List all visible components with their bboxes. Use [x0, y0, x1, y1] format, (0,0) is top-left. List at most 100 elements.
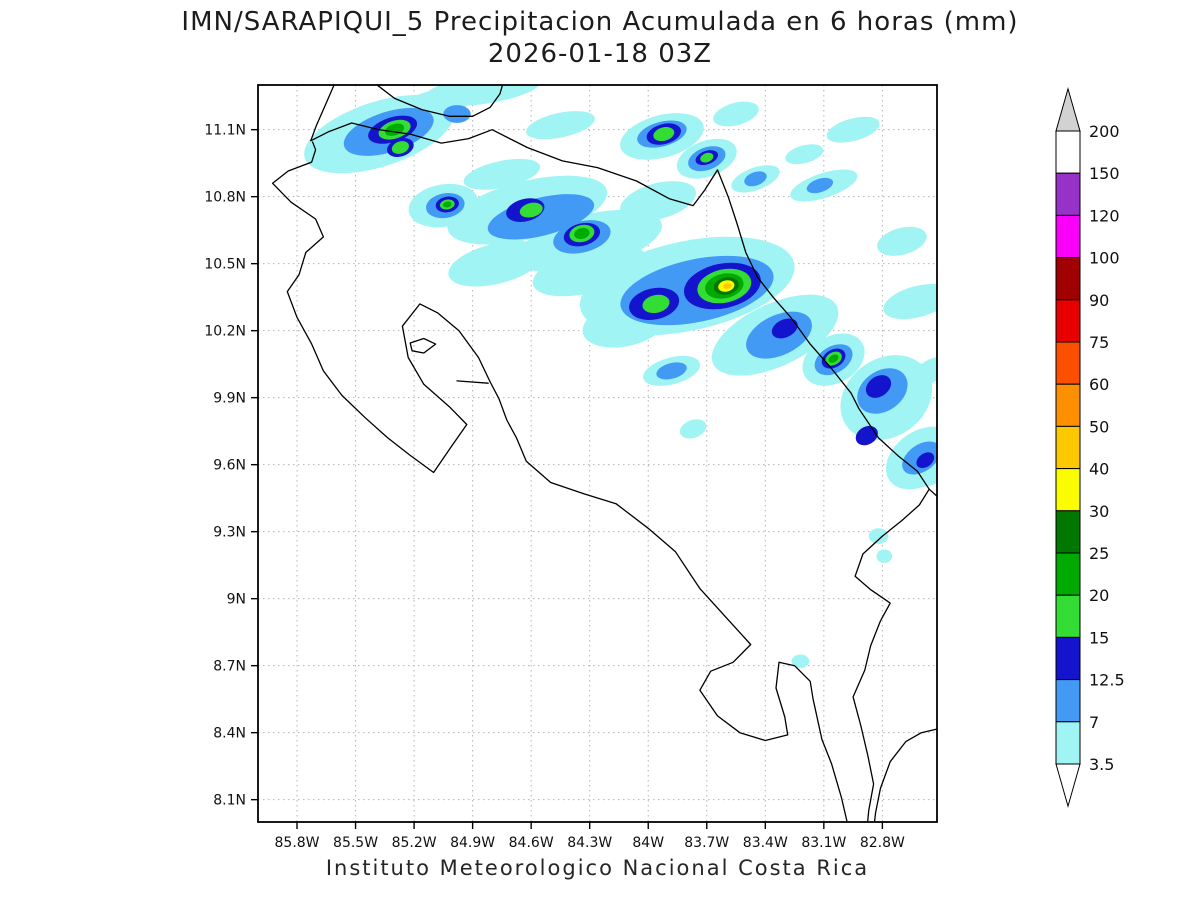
colorbar-label: 100: [1089, 249, 1120, 268]
x-tick-label: 84.3W: [567, 835, 612, 851]
x-tick-label: 85.5W: [333, 835, 378, 851]
y-tick-label: 9.9N: [213, 391, 246, 407]
nicaragua-border-caribbean-panama-outline: [310, 85, 930, 822]
precip-shading: [304, 85, 937, 668]
precip-cell: [448, 240, 544, 287]
y-tick-label: 9.3N: [213, 525, 246, 541]
x-tick-label: 84.9W: [450, 835, 495, 851]
precip-cell: [828, 354, 839, 363]
colorbar-label: 200: [1089, 122, 1120, 141]
colorbar-segment: [1055, 214, 1081, 259]
x-tick-label: 83.1W: [801, 835, 846, 851]
colorbar-label: 40: [1089, 460, 1109, 479]
y-tick-label: 9.6N: [213, 458, 246, 474]
lake-nicaragua-shore: [376, 85, 504, 117]
colorbar-segment: [1055, 679, 1081, 723]
x-tick-label: 83.7W: [684, 835, 729, 851]
y-tick-label: 8.7N: [213, 659, 246, 675]
panama-caribbean-coast: [928, 488, 937, 498]
precip-cell: [487, 194, 595, 240]
colorbar-segment: [1055, 257, 1081, 301]
y-tick-label: 8.1N: [213, 793, 246, 809]
colorbar-label: 60: [1089, 375, 1109, 394]
colorbar-top-arrow: [1055, 86, 1081, 132]
precip-cell: [679, 419, 707, 439]
y-tick-label: 8.4N: [213, 726, 246, 742]
precip-cell: [868, 528, 889, 544]
colorbar-segment: [1055, 552, 1081, 596]
colorbar-segment: [1055, 594, 1081, 638]
colorbar-segment: [1055, 383, 1081, 427]
axes: 11.1N 10.8N 10.5N 10.2N 9.9N 9.6N 9.3N 9N 8.7N 8.…: [204, 123, 905, 851]
x-tick-label: 85.8W: [275, 835, 320, 851]
colorbar-label: 50: [1089, 417, 1109, 436]
puntarenas-spit: [456, 380, 489, 384]
colorbar-segment: [1055, 510, 1081, 554]
colorbar-segment: [1055, 721, 1081, 765]
colorbar-label: 25: [1089, 544, 1109, 563]
colorbar-label: 120: [1089, 206, 1120, 225]
y-tick-label: 9N: [227, 592, 246, 608]
precip-cell: [574, 227, 590, 240]
colorbar-label: 30: [1089, 502, 1109, 521]
pacific-coastline: [271, 141, 848, 822]
precip-cell: [806, 177, 834, 194]
colorbar-segment: [1055, 341, 1081, 385]
precip-cell: [883, 284, 937, 320]
panama-chiriqui-coast: [873, 728, 937, 822]
x-tick-label: 83.4W: [743, 835, 788, 851]
y-tick-label: 10.8N: [204, 190, 246, 206]
precip-cell: [916, 452, 935, 469]
precip-cell: [700, 152, 714, 163]
colorbar-segment: [1055, 130, 1081, 174]
x-tick-label: 85.2W: [392, 835, 437, 851]
colorbar-label: 7: [1089, 713, 1099, 732]
precip-cell: [865, 375, 892, 398]
colorbar-bottom-arrow: [1055, 763, 1081, 809]
precip-cell: [723, 283, 732, 289]
colorbar: 200 150 120 100 90 75 60 50 40 30 25 20 15 12.5 7 3.5: [1055, 86, 1125, 809]
colorbar-label: 75: [1089, 333, 1109, 352]
colorbar-label: 20: [1089, 586, 1109, 605]
colorbar-label: 150: [1089, 164, 1120, 183]
precip-cell: [443, 201, 452, 208]
precip-cell: [713, 101, 759, 127]
footer-credit: Instituto Meteorologico Nacional Costa R…: [325, 856, 870, 880]
precip-cell: [443, 105, 471, 123]
coastlines: [271, 85, 937, 822]
precip-cell: [855, 425, 878, 446]
colorbar-segment: [1055, 468, 1081, 512]
precip-cell: [424, 85, 541, 107]
y-tick-label: 11.1N: [204, 123, 246, 139]
y-tick-label: 10.2N: [204, 324, 246, 340]
colorbar-segment: [1055, 425, 1081, 470]
precip-cell: [913, 357, 937, 385]
colorbar-segment: [1055, 636, 1081, 681]
colorbar-segment: [1055, 172, 1081, 216]
y-tick-label: 10.5N: [204, 257, 246, 273]
chart-title: IMN/SARAPIQUI_5 Precipitacion Acumulada …: [181, 7, 1019, 37]
precip-cell: [620, 181, 696, 222]
chart-subtitle: 2026-01-18 03Z: [487, 39, 713, 69]
x-tick-label: 84.6W: [509, 835, 554, 851]
x-tick-label: 82.8W: [860, 835, 905, 851]
precip-cell: [744, 171, 767, 187]
precip-cell: [876, 549, 893, 563]
plot-clip-group: [258, 85, 937, 822]
precip-cell: [525, 111, 595, 140]
precip-cell: [791, 654, 810, 668]
colorbar-label: 15: [1089, 628, 1109, 647]
precip-cell: [771, 318, 798, 339]
precip-cell: [653, 127, 675, 142]
chira-island: [409, 337, 437, 354]
precip-cell: [642, 294, 670, 314]
precip-cell: [785, 144, 824, 165]
plot-area: 11.1N 10.8N 10.5N 10.2N 9.9N 9.6N 9.3N 9N 8.7N 8.…: [204, 84, 938, 851]
precip-cell: [519, 202, 543, 218]
colorbar-label: 3.5: [1089, 755, 1114, 774]
colorbar-label: 12.5: [1089, 671, 1125, 690]
colorbar-label: 90: [1089, 291, 1109, 310]
precip-cell: [877, 226, 927, 256]
